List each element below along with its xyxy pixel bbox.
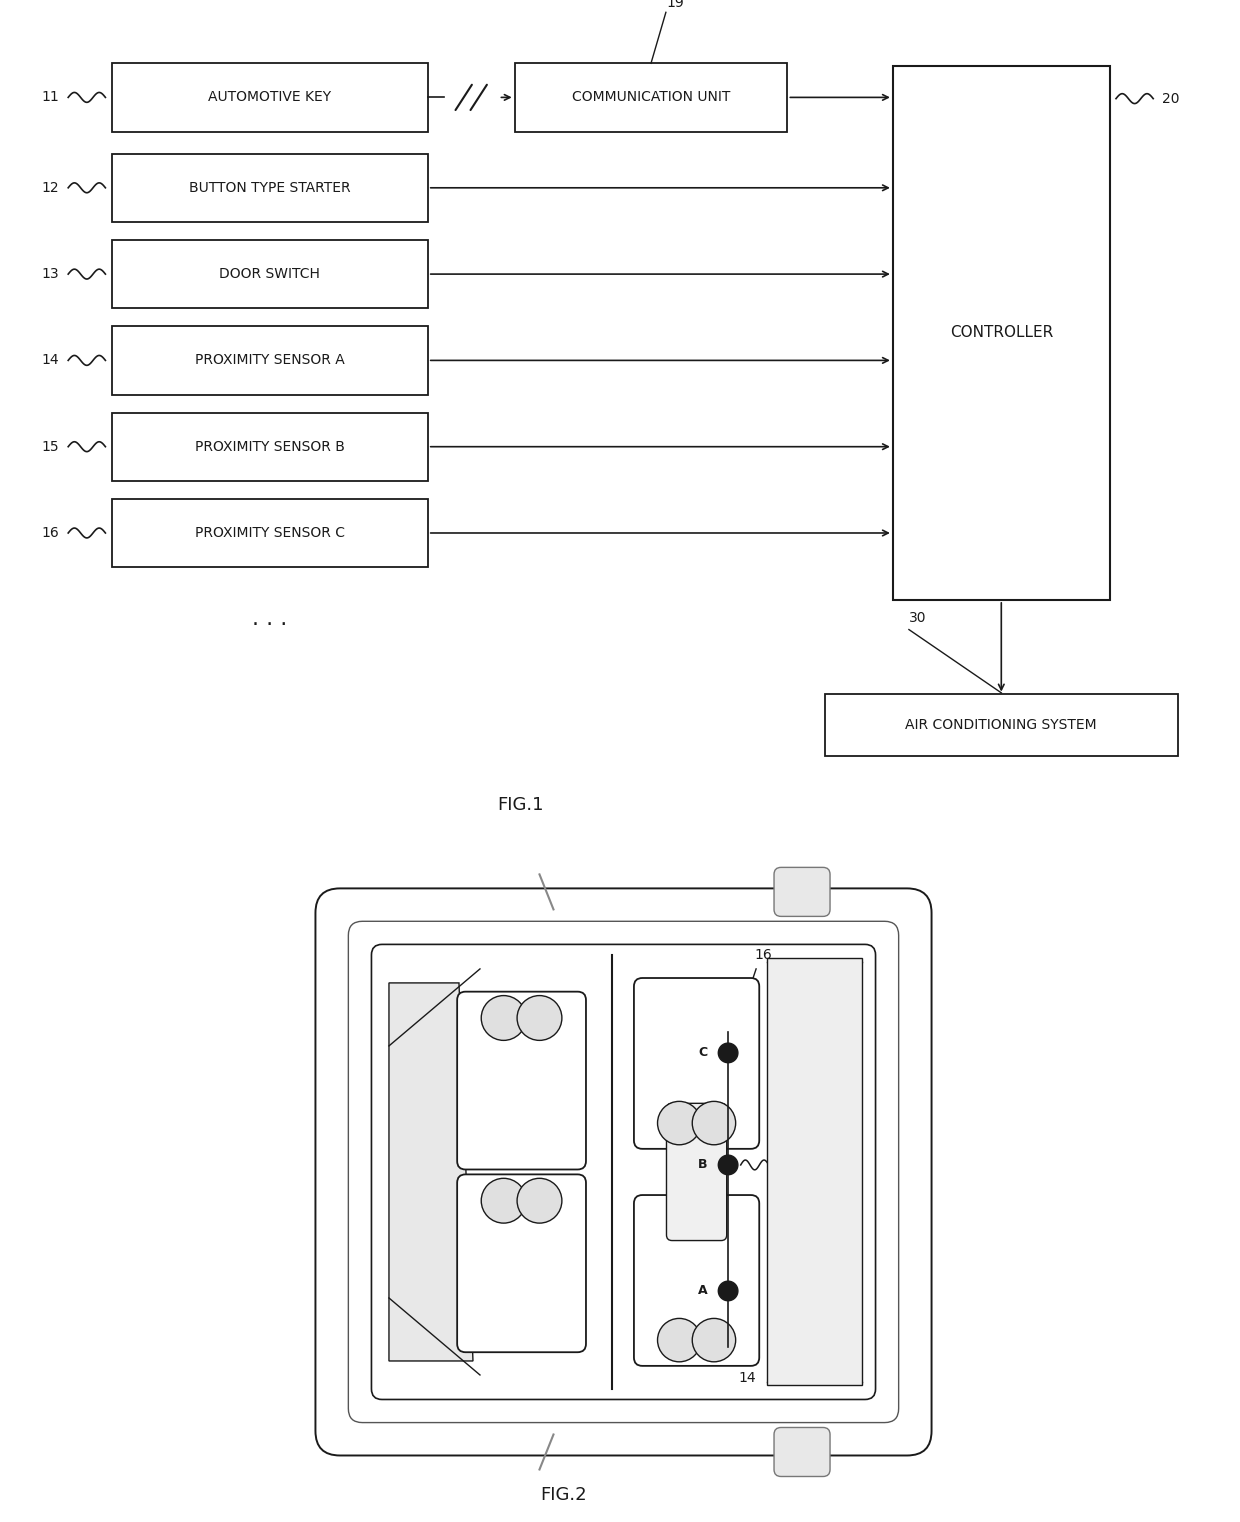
- Circle shape: [657, 1102, 701, 1145]
- Text: 14: 14: [42, 353, 60, 367]
- Text: A: A: [697, 1285, 707, 1297]
- Text: FIG.1: FIG.1: [497, 796, 544, 814]
- Circle shape: [517, 995, 562, 1041]
- FancyBboxPatch shape: [634, 979, 759, 1149]
- Text: C: C: [698, 1047, 707, 1059]
- Polygon shape: [768, 959, 862, 1385]
- Circle shape: [481, 1178, 526, 1224]
- FancyBboxPatch shape: [774, 1428, 830, 1476]
- Polygon shape: [389, 983, 472, 1361]
- Text: AUTOMOTIVE KEY: AUTOMOTIVE KEY: [208, 90, 331, 105]
- Circle shape: [517, 1178, 562, 1224]
- Bar: [112, 326, 428, 394]
- Bar: [112, 64, 428, 131]
- Bar: [515, 64, 787, 131]
- Text: 19: 19: [667, 0, 684, 9]
- Text: 11: 11: [42, 90, 60, 105]
- Text: COMMUNICATION UNIT: COMMUNICATION UNIT: [572, 90, 730, 105]
- Text: DOOR SWITCH: DOOR SWITCH: [219, 266, 320, 282]
- Bar: [112, 499, 428, 568]
- FancyBboxPatch shape: [315, 889, 931, 1455]
- FancyBboxPatch shape: [458, 992, 587, 1169]
- Circle shape: [718, 1155, 738, 1175]
- Text: 20: 20: [1162, 91, 1179, 105]
- Circle shape: [718, 1282, 738, 1301]
- Bar: [112, 240, 428, 307]
- Text: CONTROLLER: CONTROLLER: [950, 326, 1053, 341]
- Text: 16: 16: [42, 527, 60, 540]
- Circle shape: [692, 1102, 735, 1145]
- Circle shape: [481, 995, 526, 1041]
- Text: 12: 12: [42, 181, 60, 195]
- Text: · · ·: · · ·: [252, 615, 288, 635]
- Circle shape: [718, 1043, 738, 1062]
- FancyBboxPatch shape: [774, 868, 830, 916]
- Text: PROXIMITY SENSOR B: PROXIMITY SENSOR B: [195, 440, 345, 454]
- Bar: [112, 412, 428, 481]
- Bar: [893, 65, 1110, 600]
- Text: B: B: [698, 1158, 707, 1172]
- Text: AIR CONDITIONING SYSTEM: AIR CONDITIONING SYSTEM: [905, 718, 1097, 732]
- FancyBboxPatch shape: [458, 1175, 587, 1352]
- Bar: [112, 154, 428, 222]
- Text: 13: 13: [42, 266, 60, 282]
- FancyBboxPatch shape: [666, 1103, 727, 1240]
- Circle shape: [657, 1318, 701, 1362]
- Text: 30: 30: [909, 610, 926, 624]
- Circle shape: [692, 1318, 735, 1362]
- Bar: [825, 694, 1178, 756]
- FancyBboxPatch shape: [634, 1195, 759, 1365]
- Text: 14: 14: [739, 1371, 756, 1385]
- Text: BUTTON TYPE STARTER: BUTTON TYPE STARTER: [188, 181, 351, 195]
- Text: 15: 15: [774, 1158, 792, 1172]
- Text: 16: 16: [754, 948, 773, 962]
- Text: PROXIMITY SENSOR C: PROXIMITY SENSOR C: [195, 527, 345, 540]
- Text: 15: 15: [42, 440, 60, 454]
- Text: PROXIMITY SENSOR A: PROXIMITY SENSOR A: [195, 353, 345, 367]
- Text: FIG.2: FIG.2: [541, 1487, 588, 1504]
